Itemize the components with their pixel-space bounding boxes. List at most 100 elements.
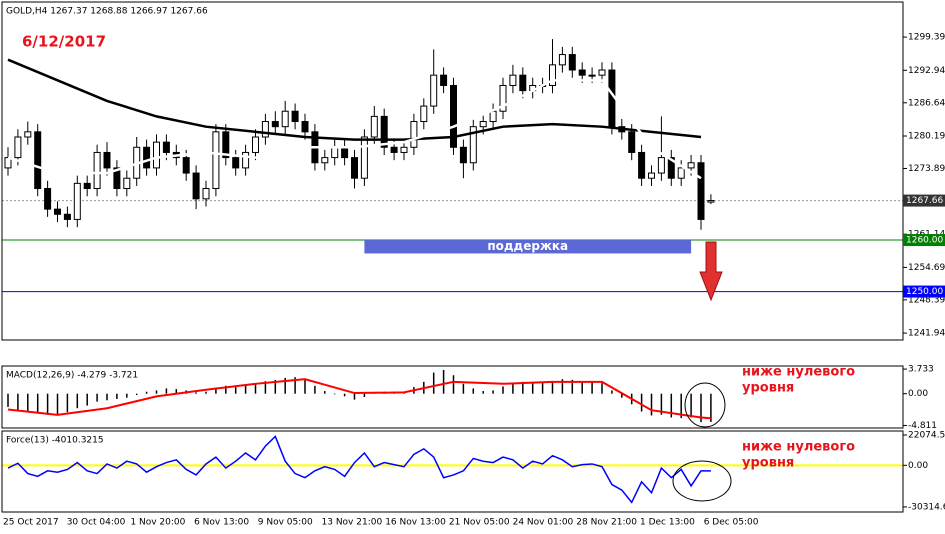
- x-tick-label: 6 Nov 13:00: [194, 518, 249, 528]
- y-tick-label: 1254.69: [908, 263, 945, 273]
- candle-body: [360, 136, 368, 179]
- candle-body: [301, 121, 309, 133]
- candle-body: [162, 141, 170, 153]
- support-zone: [364, 240, 692, 254]
- down-arrow: [699, 241, 723, 302]
- candle-body: [93, 151, 101, 190]
- candle-body: [73, 182, 81, 220]
- x-tick-label: 1 Nov 20:00: [130, 518, 185, 528]
- price-label: 1260.00: [906, 236, 943, 246]
- candle-body: [24, 131, 32, 138]
- candle-body: [63, 213, 71, 220]
- y-tick-label: 0.00: [908, 389, 928, 399]
- candle-body: [153, 141, 160, 169]
- annotation: ниже нулевого: [742, 440, 855, 455]
- candle-body: [341, 146, 349, 159]
- candle-body: [351, 157, 358, 179]
- candle-body: [519, 74, 527, 92]
- candle-body: [390, 146, 398, 153]
- candle-body: [123, 177, 131, 190]
- y-tick-label: 22074.54: [908, 431, 945, 441]
- price-label: 1267.66: [906, 196, 943, 206]
- candle-body: [469, 126, 477, 164]
- candle-body: [638, 151, 646, 179]
- candle-body: [598, 69, 606, 76]
- force-line: [7, 435, 711, 504]
- panel-title: MACD(12,26,9) -4.279 -3.721: [6, 371, 138, 381]
- x-tick-label: 24 Nov 01:00: [513, 518, 574, 528]
- y-tick-label: 1241.94: [908, 329, 945, 339]
- x-tick-label: 9 Nov 05:00: [258, 518, 313, 528]
- candle-body: [489, 110, 497, 123]
- signal-line: [7, 378, 711, 420]
- candle-body: [34, 131, 42, 190]
- candle-body: [44, 188, 52, 210]
- candle-body: [232, 157, 240, 169]
- candle-body: [291, 110, 299, 123]
- candle-body: [202, 188, 210, 200]
- candle-body: [677, 167, 685, 179]
- highlight-ellipse: [684, 382, 726, 428]
- price-panel: [1, 1, 904, 341]
- annotation: уровня: [742, 381, 794, 396]
- candle-body: [400, 146, 408, 153]
- price-label-box: [903, 194, 945, 207]
- price-label: 1250.00: [906, 287, 943, 297]
- x-tick-label: 13 Nov 21:00: [322, 518, 383, 528]
- candle-body: [192, 172, 200, 200]
- y-tick-label: -30314.65: [908, 502, 945, 512]
- y-tick-label: 0.00: [908, 461, 928, 471]
- x-tick-label: 6 Dec 05:00: [704, 518, 759, 528]
- annotation: уровня: [742, 456, 794, 471]
- candle-body: [479, 121, 487, 128]
- candle-body: [450, 84, 457, 148]
- x-tick-label: 30 Oct 04:00: [67, 518, 126, 528]
- candle-body: [588, 74, 596, 77]
- candle-body: [628, 131, 636, 153]
- candle-body: [657, 157, 665, 174]
- candle-body: [182, 157, 190, 174]
- x-tick-label: 28 Nov 21:00: [576, 518, 637, 528]
- candle-body: [212, 131, 220, 190]
- candle-body: [687, 162, 695, 169]
- candle-body: [440, 74, 448, 86]
- panel-title: Force(13) -4010.3215: [6, 436, 104, 446]
- candle-body: [103, 151, 111, 169]
- force-panel: [1, 430, 904, 513]
- price-label-box: [903, 234, 945, 247]
- x-tick-label: 16 Nov 13:00: [385, 518, 446, 528]
- candle-body: [252, 136, 259, 153]
- candle-body: [549, 64, 556, 86]
- y-tick-label: 1248.39: [908, 295, 945, 305]
- annotation: ниже нулевого: [742, 365, 855, 380]
- panel-title: GOLD,H4 1267.37 1268.88 1266.97 1267.66: [6, 7, 208, 17]
- candle-body: [113, 167, 121, 190]
- candle-body: [420, 105, 428, 123]
- y-tick-label: 1286.64: [908, 98, 945, 108]
- date-annotation: 6/12/2017: [22, 33, 106, 51]
- candle-body: [242, 151, 250, 169]
- candle-body: [410, 121, 418, 148]
- candle-body: [281, 110, 289, 128]
- candle-body: [14, 136, 22, 159]
- candle-body: [697, 162, 705, 220]
- y-tick-label: -4.811: [908, 421, 937, 431]
- candle-body: [667, 157, 675, 179]
- y-tick-label: 1280.19: [908, 132, 945, 142]
- y-tick-label: 3.733: [908, 365, 934, 375]
- candle-body: [380, 115, 388, 148]
- candle-body: [459, 146, 467, 164]
- candle-body: [648, 172, 655, 179]
- candle-body: [321, 157, 329, 164]
- moving-average: [7, 79, 702, 180]
- y-tick-label: 1292.94: [908, 66, 945, 76]
- candle-body: [331, 146, 339, 159]
- candle-body: [143, 146, 151, 169]
- candle-body: [83, 182, 91, 190]
- candle-body: [271, 121, 279, 128]
- candle-body: [261, 121, 269, 138]
- candle-body: [578, 69, 586, 76]
- highlight-ellipse: [672, 460, 732, 502]
